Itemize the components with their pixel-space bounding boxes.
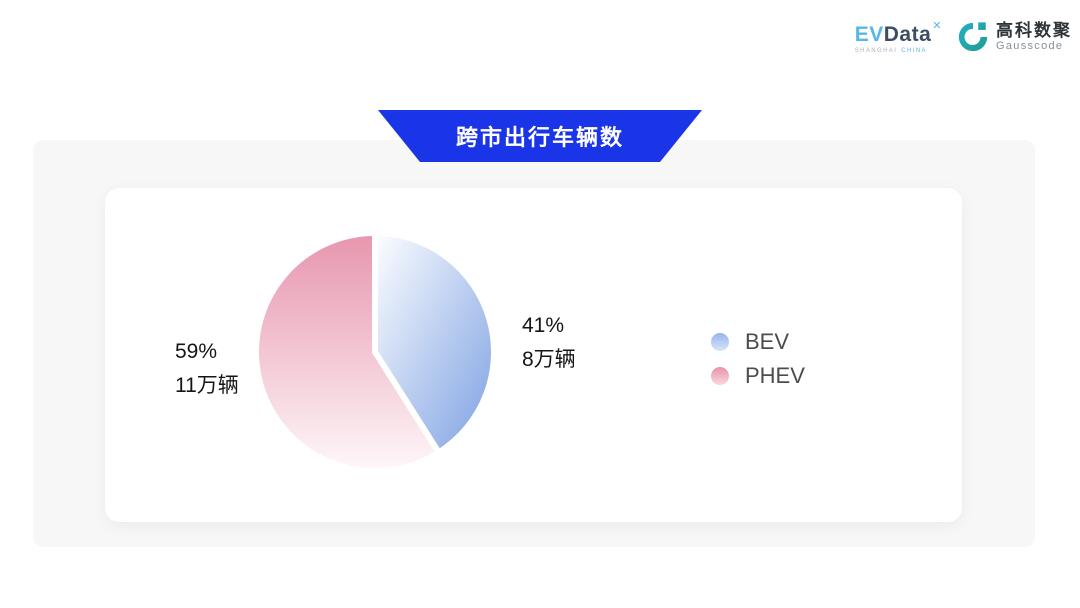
- pie-label-phev: 59% 11万辆: [175, 335, 239, 403]
- evdata-subtext: SHANGHAI CHINA: [855, 48, 942, 54]
- chart-title: 跨市出行车辆数: [455, 125, 624, 150]
- legend-item-bev[interactable]: BEV: [711, 331, 805, 353]
- legend-label-phev: PHEV: [745, 363, 805, 388]
- evdata-x-icon: ✕: [932, 20, 942, 32]
- pie-label-phev-value: 11万辆: [175, 374, 239, 397]
- evdata-data-text: Data: [883, 23, 932, 46]
- chart-card: [105, 188, 962, 522]
- pie-chart: [253, 230, 497, 474]
- evdata-ev-text: EV: [854, 23, 884, 46]
- evdata-subtext-left: SHANGHAI: [854, 48, 898, 54]
- gausscode-logo: 高科数聚 Gausscode: [956, 20, 1072, 54]
- gausscode-cn-text: 高科数聚: [996, 20, 1072, 40]
- gausscode-wordmark: 高科数聚 Gausscode: [996, 20, 1072, 52]
- chart-title-banner: 跨市出行车辆数: [378, 110, 702, 162]
- evdata-wordmark: EV Data ✕: [854, 20, 942, 46]
- evdata-subtext-right: CHINA: [901, 48, 927, 54]
- legend-label-bev: BEV: [745, 329, 790, 354]
- chart-legend: BEV PHEV: [711, 331, 805, 387]
- pie-label-bev-value: 8万辆: [522, 348, 576, 371]
- legend-item-phev[interactable]: PHEV: [711, 365, 805, 387]
- logo-bar: EV Data ✕ SHANGHAI CHINA 高科数聚 Gausscode: [854, 20, 1072, 55]
- legend-dot-phev: [711, 367, 729, 385]
- evdata-logo: EV Data ✕ SHANGHAI CHINA: [854, 20, 942, 55]
- pie-label-bev: 41% 8万辆: [522, 309, 576, 377]
- pie-label-phev-percent: 59%: [175, 340, 218, 363]
- pie-slice-phev[interactable]: [253, 230, 442, 474]
- gausscode-en-text: Gausscode: [996, 39, 1064, 52]
- pie-label-bev-percent: 41%: [522, 314, 565, 337]
- legend-dot-bev: [711, 333, 729, 351]
- gausscode-g-icon: [958, 22, 988, 52]
